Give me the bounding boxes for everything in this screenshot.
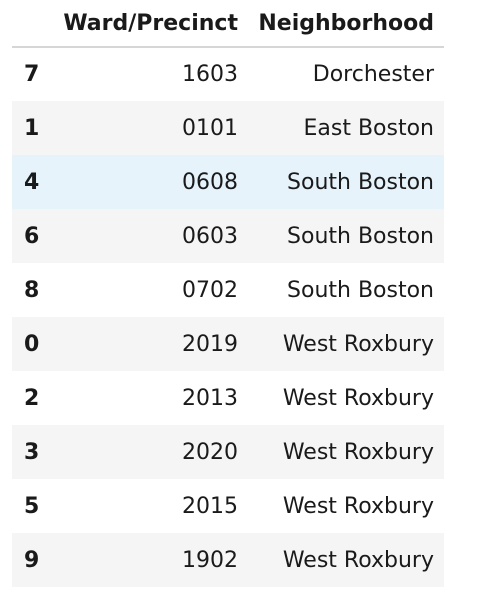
cell-neighborhood: South Boston bbox=[287, 277, 434, 303]
row-index: 8 bbox=[24, 277, 40, 303]
row-index: 7 bbox=[24, 62, 40, 87]
cell-neighborhood: West Roxbury bbox=[282, 385, 434, 411]
header-row: Ward/Precinct Neighborhood bbox=[12, 0, 444, 48]
table-header: Ward/Precinct Neighborhood bbox=[12, 0, 444, 48]
cell-ward-precinct: 1902 bbox=[182, 547, 238, 573]
cell-ward-precinct: 2019 bbox=[182, 331, 238, 357]
table-row: 7 1603 Dorchester bbox=[12, 47, 444, 101]
cell-ward-precinct: 0702 bbox=[182, 277, 238, 303]
row-index: 4 bbox=[24, 169, 40, 195]
dataframe-output: Ward/Precinct Neighborhood 7 1603 Dorche… bbox=[12, 0, 444, 587]
cell-ward-precinct: 0603 bbox=[182, 223, 238, 249]
cell-neighborhood: South Boston bbox=[287, 223, 434, 249]
table-row: 6 0603 South Boston bbox=[12, 209, 444, 263]
row-index: 1 bbox=[24, 115, 40, 141]
row-index: 0 bbox=[24, 331, 40, 357]
cell-neighborhood: West Roxbury bbox=[282, 331, 434, 357]
cell-neighborhood: West Roxbury bbox=[282, 547, 434, 573]
cell-ward-precinct: 2015 bbox=[182, 493, 238, 519]
column-header-ward-precinct: Ward/Precinct bbox=[54, 0, 248, 48]
cell-ward-precinct: 2013 bbox=[182, 385, 238, 411]
cell-neighborhood: Dorchester bbox=[312, 62, 434, 87]
cell-ward-precinct: 1603 bbox=[182, 62, 238, 87]
cell-neighborhood: West Roxbury bbox=[282, 493, 434, 519]
row-index: 2 bbox=[24, 385, 40, 411]
table-body: 7 1603 Dorchester 1 0101 East Boston 4 0… bbox=[12, 47, 444, 587]
dataframe-table: Ward/Precinct Neighborhood 7 1603 Dorche… bbox=[12, 0, 444, 587]
table-row-hovered: 4 0608 South Boston bbox=[12, 155, 444, 209]
table-row: 3 2020 West Roxbury bbox=[12, 425, 444, 479]
table-row: 9 1902 West Roxbury bbox=[12, 533, 444, 587]
column-header-neighborhood: Neighborhood bbox=[248, 0, 444, 48]
row-index: 9 bbox=[24, 547, 40, 573]
table-row: 1 0101 East Boston bbox=[12, 101, 444, 155]
table-row: 8 0702 South Boston bbox=[12, 263, 444, 317]
cell-neighborhood: South Boston bbox=[287, 169, 434, 195]
table-row: 5 2015 West Roxbury bbox=[12, 479, 444, 533]
cell-neighborhood: East Boston bbox=[303, 115, 434, 141]
row-index: 3 bbox=[24, 439, 40, 465]
table-row: 2 2013 West Roxbury bbox=[12, 371, 444, 425]
cell-ward-precinct: 2020 bbox=[182, 439, 238, 465]
row-index: 5 bbox=[24, 493, 40, 519]
row-index: 6 bbox=[24, 223, 40, 249]
table-row: 0 2019 West Roxbury bbox=[12, 317, 444, 371]
index-header bbox=[12, 0, 54, 48]
cell-ward-precinct: 0101 bbox=[182, 115, 238, 141]
cell-ward-precinct: 0608 bbox=[182, 169, 238, 195]
cell-neighborhood: West Roxbury bbox=[282, 439, 434, 465]
